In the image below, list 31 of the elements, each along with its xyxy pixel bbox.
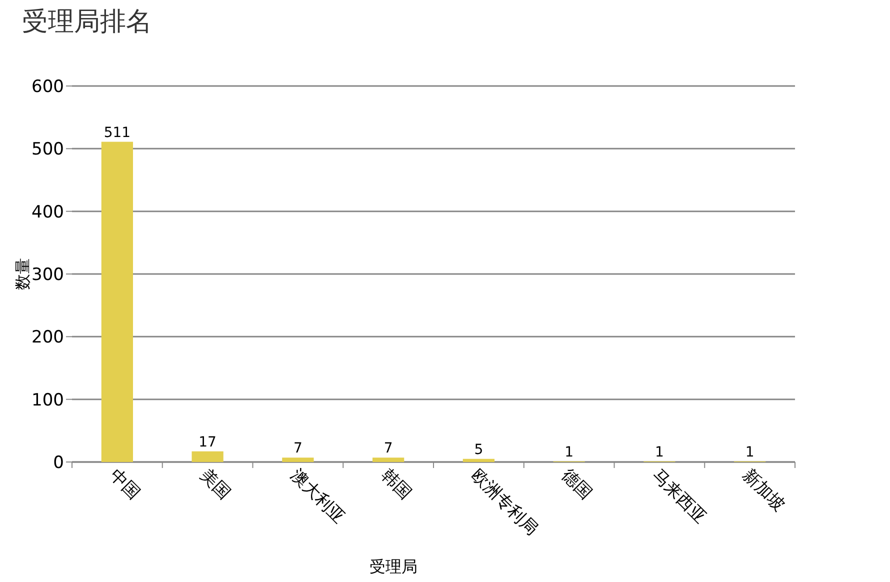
x-tick-label: 澳大利亚 — [286, 465, 349, 528]
data-label: 1 — [654, 444, 664, 460]
y-tick-label: 0 — [53, 453, 64, 473]
y-tick-label: 100 — [32, 390, 64, 410]
data-label: 7 — [293, 440, 302, 457]
x-tick-label: 德国 — [558, 465, 596, 504]
bar — [101, 142, 134, 462]
x-axis-title: 受理局 — [370, 557, 418, 576]
x-tick-label: 马来西亚 — [648, 465, 710, 528]
y-tick-label: 200 — [32, 328, 64, 348]
x-tick-label: 韩国 — [376, 465, 415, 504]
chart-title: 受理局排名 — [22, 7, 152, 37]
data-label: 1 — [745, 444, 754, 460]
x-tick-label: 欧洲专利局 — [467, 465, 542, 540]
y-tick-label: 400 — [32, 202, 64, 222]
bar — [282, 458, 314, 462]
data-label: 7 — [384, 440, 393, 457]
data-label: 1 — [564, 444, 574, 460]
x-tick-label: 中国 — [106, 465, 144, 504]
y-axis-title: 数量 — [13, 258, 32, 290]
y-tick-label: 500 — [32, 140, 64, 160]
x-tick-label: 新加坡 — [738, 465, 788, 516]
x-tick-label: 美国 — [196, 465, 234, 504]
data-label: 17 — [198, 434, 216, 450]
bar — [462, 458, 495, 462]
bar — [372, 458, 404, 462]
y-tick-label: 600 — [32, 77, 64, 97]
bar — [192, 451, 224, 462]
data-label: 511 — [104, 124, 131, 141]
data-label: 5 — [474, 442, 484, 458]
y-tick-label: 300 — [32, 265, 64, 285]
